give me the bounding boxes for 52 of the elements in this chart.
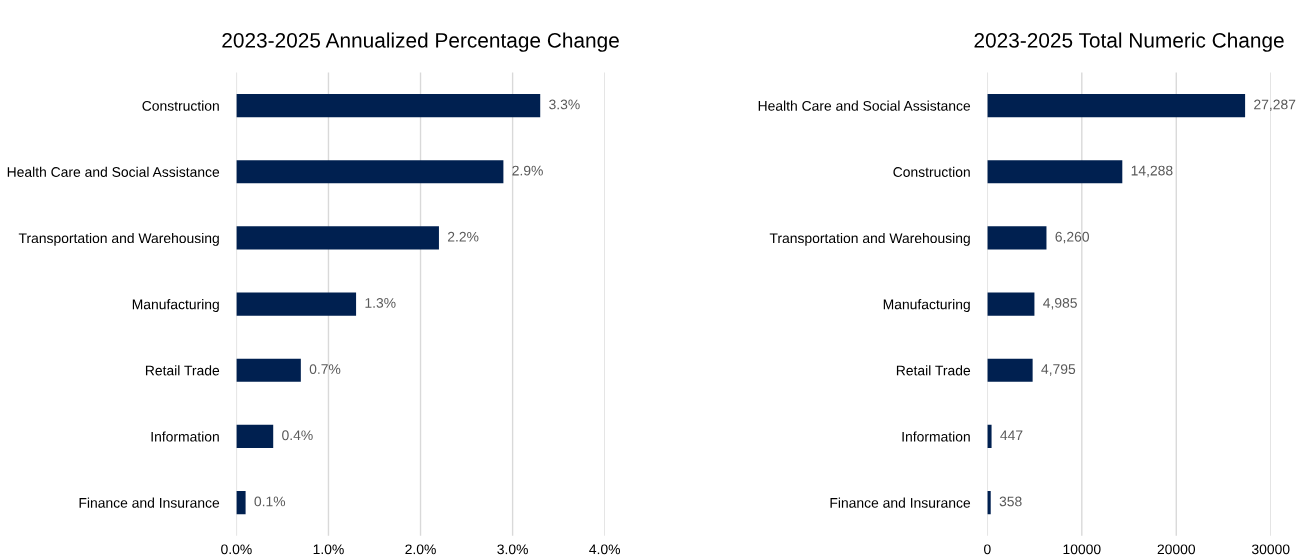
data-label: 447 (1000, 430, 1023, 441)
y-tick-label: Retail Trade (896, 365, 971, 376)
y-tick-label: Manufacturing (883, 299, 970, 313)
x-tick-label: 10000 (1063, 544, 1101, 555)
bar (236, 226, 439, 250)
y-tick-label: Finance and Insurance (79, 497, 220, 508)
x-tick-label: 30000 (1251, 544, 1290, 555)
data-label: 14,288 (1131, 165, 1173, 178)
y-tick-label: Construction (893, 166, 970, 177)
x-tick-label: 0 (984, 544, 991, 555)
bar (987, 292, 1035, 316)
y-tick-label: Transportation and Warehousing (18, 232, 219, 246)
data-label: 3.3% (549, 99, 580, 110)
data-label: 4,985 (1043, 298, 1077, 310)
data-label: 2.9% (512, 165, 543, 176)
data-label: 0.7% (309, 364, 341, 374)
chart-title: 2023-2025 Annualized Percentage Change (222, 32, 619, 52)
x-tick-label: 20000 (1157, 544, 1196, 555)
bar (236, 491, 246, 515)
bar (987, 358, 1033, 382)
data-label: 1.3% (365, 298, 396, 308)
bar (236, 94, 541, 118)
y-tick-label: Retail Trade (145, 365, 220, 376)
bar (987, 226, 1047, 250)
bar (987, 94, 1246, 118)
y-tick-label: Manufacturing (132, 299, 219, 313)
y-tick-label: Construction (142, 100, 219, 111)
data-label: 6,260 (1055, 231, 1090, 244)
x-tick-label: 4.0% (589, 544, 621, 555)
bar (987, 160, 1123, 184)
x-tick-label: 0.0% (221, 544, 252, 555)
bar (236, 424, 274, 449)
y-tick-label: Information (151, 431, 219, 442)
data-label: 358 (999, 496, 1022, 507)
y-tick-label: Health Care and Social Assistance (7, 166, 220, 177)
bar (987, 424, 992, 449)
x-tick-label: 2.0% (405, 544, 436, 555)
bar (236, 160, 504, 184)
chart-title: 2023-2025 Total Numeric Change (974, 32, 1284, 52)
data-label: 4,795 (1041, 364, 1076, 376)
x-tick-label: 3.0% (497, 544, 528, 555)
bar (236, 292, 357, 316)
x-tick-label: 1.0% (313, 544, 344, 555)
data-label: 0.1% (254, 496, 286, 507)
data-label: 27,287 (1254, 99, 1296, 111)
data-label: 0.4% (282, 430, 313, 441)
bar (236, 358, 301, 382)
data-label: 2.2% (447, 231, 479, 242)
y-tick-label: Health Care and Social Assistance (758, 100, 971, 111)
y-tick-label: Finance and Insurance (830, 497, 971, 508)
y-tick-label: Transportation and Warehousing (769, 232, 970, 246)
y-tick-label: Information (902, 431, 970, 442)
